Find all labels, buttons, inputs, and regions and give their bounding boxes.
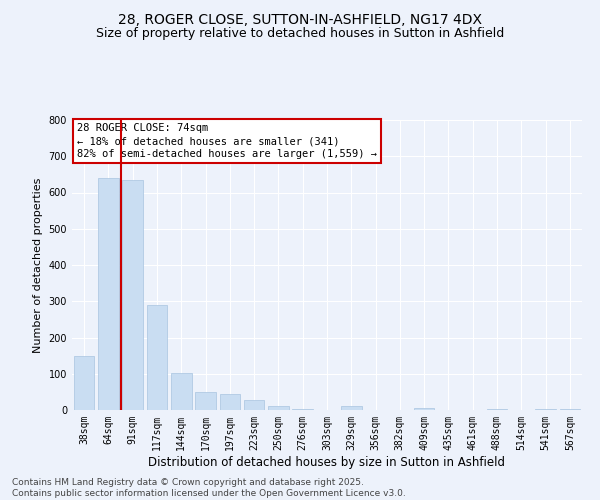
Bar (195, 392, 216, 410)
Bar (244, 400, 265, 410)
Text: 28, ROGER CLOSE, SUTTON-IN-ASHFIELD, NG17 4DX: 28, ROGER CLOSE, SUTTON-IN-ASHFIELD, NG1… (118, 12, 482, 26)
Bar (146, 305, 167, 410)
Bar (122, 180, 143, 410)
X-axis label: Distribution of detached houses by size in Sutton in Ashfield: Distribution of detached houses by size … (149, 456, 505, 468)
Bar (171, 373, 191, 410)
Text: Contains HM Land Registry data © Crown copyright and database right 2025.
Contai: Contains HM Land Registry data © Crown c… (12, 478, 406, 498)
Y-axis label: Number of detached properties: Number of detached properties (33, 178, 43, 352)
Bar (341, 406, 362, 410)
Bar (220, 394, 240, 410)
Bar (414, 408, 434, 410)
Bar (292, 409, 313, 410)
Bar (74, 356, 94, 410)
Bar (268, 406, 289, 410)
Bar (98, 178, 119, 410)
Text: Size of property relative to detached houses in Sutton in Ashfield: Size of property relative to detached ho… (96, 28, 504, 40)
Text: 28 ROGER CLOSE: 74sqm
← 18% of detached houses are smaller (341)
82% of semi-det: 28 ROGER CLOSE: 74sqm ← 18% of detached … (77, 123, 377, 160)
Bar (487, 409, 508, 410)
